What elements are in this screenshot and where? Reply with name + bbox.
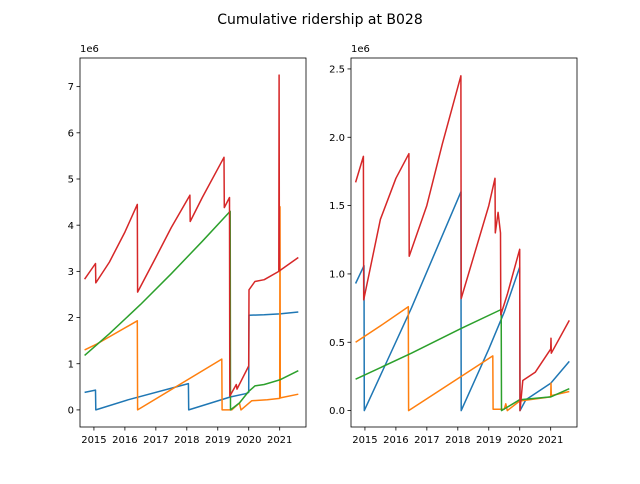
y-tick-label: 4 [68,221,74,232]
x-tick-label: 2016 [112,435,137,446]
y-tick-label: 1.0 [329,270,345,281]
x-tick-label: 2016 [383,435,408,446]
y-tick-label: 3 [68,267,74,278]
x-tick-label: 2015 [81,435,106,446]
x-tick-label: 2018 [174,435,199,446]
y-tick-label: 5 [68,175,74,186]
y-tick-label: 1 [68,359,74,370]
x-tick-label: 2019 [205,435,230,446]
y-tick-label: 0.0 [329,406,345,417]
series-line-4 [354,75,570,412]
x-tick-label: 2019 [476,435,501,446]
y-tick-label: 0.5 [329,338,345,349]
x-tick-label: 2017 [414,435,439,446]
y-tick-label: 6 [68,128,74,139]
series-line-2 [355,305,570,412]
figure-title: Cumulative ridership at B028 [217,12,423,28]
x-tick-label: 2021 [267,435,292,446]
y-tick-label: 0 [68,406,74,417]
x-tick-label: 2020 [236,435,261,446]
x-tick-label: 2018 [445,435,470,446]
axes-frame [350,57,578,428]
series-line-3 [355,308,570,412]
y-offset-label: 1e6 [80,44,99,55]
x-tick-label: 2020 [507,435,532,446]
x-tick-label: 2015 [352,435,377,446]
left-panel: 2015 2016 2017 2018 2019 2020 2021 0 1 2 3 4 5 6 7 1e6 [68,44,307,446]
y-tick-label: 2.0 [329,133,345,144]
series-line-3 [84,210,299,411]
x-tick-label: 2017 [143,435,168,446]
y-tick-label: 2.5 [329,65,345,76]
y-offset-label: 1e6 [351,44,370,55]
y-tick-label: 2 [68,313,74,324]
series-line-4 [83,74,299,397]
y-tick-label: 7 [68,82,74,93]
right-panel: 2015 2016 2017 2018 2019 2020 2021 0.0 0.5 1.0 1.5… [329,44,578,446]
x-tick-label: 2021 [538,435,563,446]
axes-frame [79,57,307,428]
y-tick-label: 1.5 [329,201,345,212]
